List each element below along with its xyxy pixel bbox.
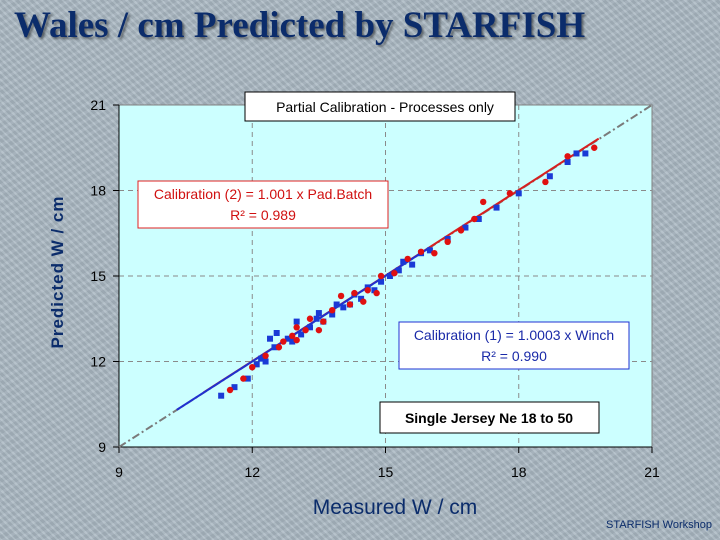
data-point-winch [273, 330, 280, 336]
data-point-winch [462, 224, 469, 231]
data-point-winch [409, 261, 416, 268]
data-point-winch [400, 258, 407, 265]
x-tick-label: 12 [244, 464, 260, 480]
data-point-padbatch [506, 190, 514, 197]
y-tick-label: 9 [98, 439, 106, 455]
data-point-winch [218, 392, 225, 399]
single-jersey-label: Single Jersey Ne 18 to 50 [405, 410, 573, 426]
data-point-winch [333, 301, 340, 308]
data-point-padbatch [444, 238, 451, 245]
data-point-winch [313, 315, 320, 322]
data-point-padbatch [320, 318, 327, 325]
y-tick-label: 21 [90, 97, 106, 113]
slide-title: Wales / cm Predicted by STARFISH [14, 5, 586, 46]
data-point-winch [378, 278, 385, 285]
data-point-padbatch [289, 332, 296, 340]
data-point-winch [262, 358, 269, 365]
data-point-winch [546, 173, 553, 180]
data-point-padbatch [564, 153, 571, 160]
data-point-winch [244, 375, 251, 382]
data-point-winch [253, 361, 260, 368]
data-point-padbatch [240, 375, 247, 382]
data-point-padbatch [329, 307, 336, 314]
data-point-padbatch [280, 338, 287, 345]
data-point-winch [475, 216, 482, 222]
data-point-padbatch [337, 292, 345, 300]
y-tick-label: 15 [90, 268, 106, 284]
data-point-padbatch [360, 298, 367, 305]
data-point-winch [267, 335, 274, 342]
data-point-padbatch [417, 248, 425, 255]
data-point-winch [371, 287, 378, 294]
data-point-padbatch [391, 269, 398, 277]
single-jersey-annotation: Single Jersey Ne 18 to 50 [379, 401, 600, 434]
calibration2-equation: Calibration (2) = 1.001 x Pad.Batch [154, 186, 372, 202]
data-point-padbatch [591, 144, 598, 151]
data-point-padbatch [306, 315, 314, 322]
data-point-winch [231, 384, 238, 391]
data-point-winch [515, 190, 522, 197]
data-point-padbatch [542, 178, 549, 186]
data-point-winch [329, 311, 336, 318]
data-point-winch [289, 338, 296, 345]
data-point-padbatch [377, 272, 385, 280]
data-point-padbatch [431, 250, 438, 257]
calibration2-annotation: Calibration (2) = 1.001 x Pad.Batch R² =… [137, 180, 389, 229]
data-point-winch [582, 150, 589, 157]
data-point-winch [564, 159, 571, 165]
calibration1-annotation: Calibration (1) = 1.0003 x Winch R² = 0.… [398, 321, 630, 370]
data-point-winch [293, 318, 300, 325]
data-point-winch [315, 310, 322, 317]
ticks: 9 12 15 18 21 9 12 15 18 21 [90, 97, 660, 480]
x-tick-label: 9 [115, 464, 123, 480]
data-point-padbatch [404, 255, 411, 263]
data-point-padbatch [457, 227, 465, 234]
chart-title-box: Partial Calibration - Processes only [244, 91, 516, 122]
calibration1-equation: Calibration (1) = 1.0003 x Winch [414, 327, 614, 343]
x-tick-label: 18 [511, 464, 527, 480]
data-point-padbatch [346, 301, 354, 308]
calibration1-r2: R² = 0.990 [481, 348, 547, 364]
x-tick-label: 21 [644, 464, 660, 480]
data-point-winch [573, 150, 580, 157]
data-point-winch [493, 204, 500, 211]
data-point-padbatch [249, 364, 256, 371]
data-point-winch [426, 247, 433, 254]
data-point-winch [386, 273, 393, 279]
data-point-winch [340, 304, 347, 311]
data-point-padbatch [364, 287, 371, 294]
y-axis-label: Predicted W / cm [48, 196, 67, 349]
chart-title: Partial Calibration - Processes only [276, 99, 494, 115]
y-tick-label: 12 [90, 354, 106, 370]
data-point-winch [258, 355, 265, 362]
data-point-padbatch [480, 198, 487, 206]
data-point-padbatch [373, 289, 380, 297]
data-point-padbatch [226, 386, 234, 394]
data-point-padbatch [351, 289, 358, 297]
data-point-winch [306, 324, 313, 331]
x-axis-label: Measured W / cm [313, 496, 478, 519]
data-point-winch [271, 344, 278, 351]
data-point-padbatch [302, 326, 309, 334]
data-point-winch [395, 267, 402, 274]
data-point-padbatch [315, 326, 323, 334]
data-point-padbatch [293, 336, 300, 344]
y-tick-label: 18 [90, 183, 106, 199]
calibration2-r2: R² = 0.989 [230, 207, 296, 223]
data-point-winch [298, 331, 305, 338]
data-point-padbatch [471, 215, 478, 223]
data-points [218, 144, 598, 399]
data-point-padbatch [293, 324, 300, 331]
data-point-winch [284, 335, 291, 342]
data-point-padbatch [262, 352, 269, 359]
x-tick-label: 15 [378, 464, 394, 480]
footer-label: STARFISH Workshop [606, 519, 712, 531]
data-point-padbatch [275, 344, 283, 351]
data-point-winch [358, 295, 365, 302]
